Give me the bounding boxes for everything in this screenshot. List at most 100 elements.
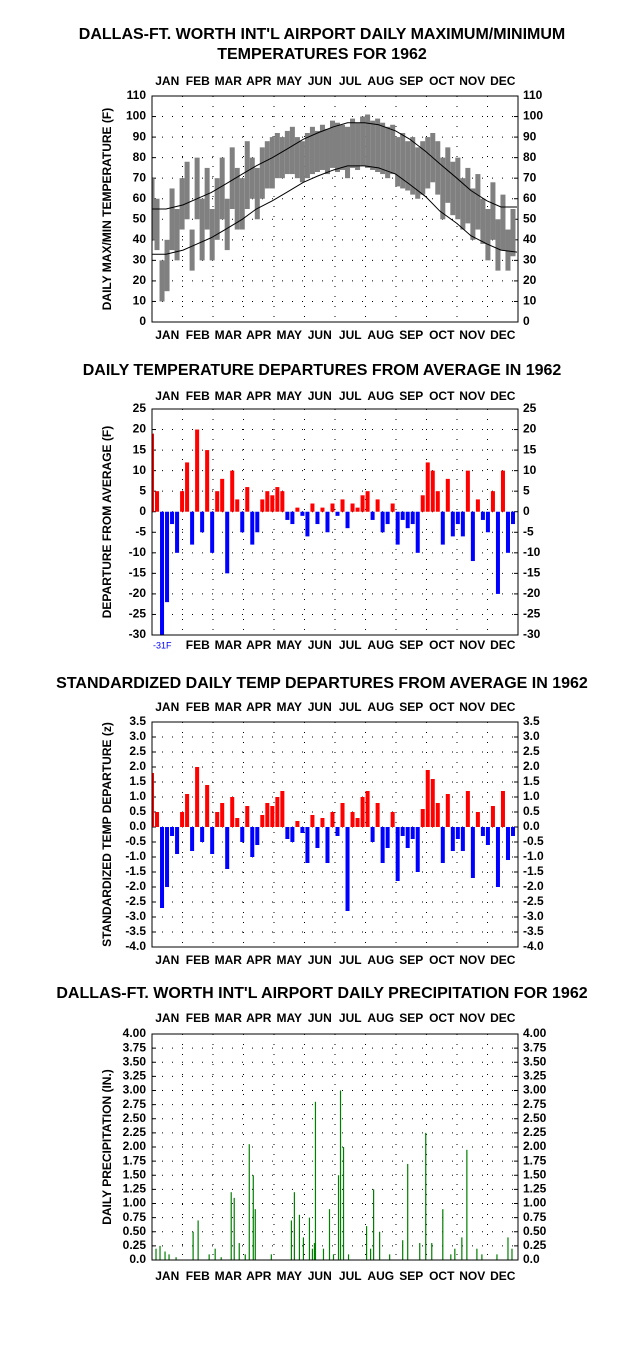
bar [311, 1248, 314, 1260]
y-tick-label: 1.50 [123, 1167, 147, 1181]
bar [335, 511, 340, 516]
bar [290, 827, 295, 842]
y-tick-label: 1.50 [523, 1167, 547, 1181]
month-label: JUL [339, 700, 362, 714]
bar [460, 511, 465, 537]
y-tick-label: 2.75 [523, 1097, 547, 1111]
daily-range [380, 122, 386, 175]
bar [445, 794, 450, 827]
plot-frame [151, 95, 519, 323]
month-label: JAN [155, 953, 179, 967]
bar [330, 503, 335, 512]
bar [430, 779, 435, 827]
daily-range [309, 126, 315, 175]
y-tick-label: 2.00 [123, 1139, 147, 1153]
y-tick-label: -5 [523, 524, 534, 538]
bar [315, 511, 320, 525]
month-label: MAY [276, 389, 302, 403]
y-tick-label: 5 [523, 483, 530, 497]
bar [440, 827, 445, 863]
bar [192, 1231, 194, 1260]
bar [466, 1149, 468, 1260]
bar [380, 827, 385, 863]
month-label: APR [246, 953, 272, 967]
bar [395, 827, 400, 881]
y-tick-label: 10 [523, 463, 537, 477]
bar [389, 1254, 391, 1260]
bar [485, 511, 490, 533]
month-label: JUN [308, 74, 332, 88]
bar [325, 827, 330, 863]
bar [170, 511, 175, 525]
month-label: AUG [367, 74, 394, 88]
month-label: OCT [429, 389, 455, 403]
bar [245, 806, 250, 827]
bar [175, 511, 180, 553]
daily-range [279, 137, 285, 179]
daily-range [179, 178, 185, 230]
y-tick-label: 1.75 [123, 1153, 147, 1167]
daily-range [490, 182, 496, 240]
month-label: AUG [367, 953, 394, 967]
month-label: MAR [215, 638, 243, 652]
annotation: -31F [153, 640, 172, 650]
y-tick-label: 50 [133, 211, 147, 225]
bar [500, 470, 505, 512]
month-label: JAN [155, 1269, 179, 1283]
bar [379, 1231, 381, 1260]
month-label: NOV [459, 1011, 485, 1025]
bar [495, 827, 500, 887]
bar [302, 1237, 305, 1260]
bar [450, 511, 455, 537]
bar [155, 491, 160, 512]
daily-range [204, 167, 210, 230]
y-tick-label: 1.5 [523, 774, 540, 788]
chart-title: DALLAS-FT. WORTH INT'L AIRPORT DAILY MAX… [79, 26, 565, 43]
bar [159, 1245, 161, 1260]
bar [495, 511, 500, 594]
bar [220, 478, 225, 512]
y-tick-label: 4.00 [523, 1026, 547, 1040]
bar [254, 1209, 256, 1260]
daily-range [410, 137, 416, 195]
daily-range [450, 161, 456, 216]
bar [290, 511, 295, 525]
y-tick-label: -30 [523, 627, 541, 641]
daily-range [445, 147, 451, 203]
bar [285, 827, 290, 839]
y-tick-label: -3.5 [523, 924, 544, 938]
bar [265, 491, 270, 512]
month-label: JAN [155, 389, 179, 403]
bar [320, 507, 325, 512]
daily-range [505, 229, 511, 271]
daily-range [470, 188, 476, 240]
y-tick-label: 1.5 [129, 774, 146, 788]
month-label: SEP [399, 700, 423, 714]
y-tick-label: 3.0 [523, 729, 540, 743]
y-tick-label: 3.0 [129, 729, 146, 743]
month-label: MAR [215, 700, 243, 714]
daily-range [395, 137, 401, 187]
month-label: AUG [367, 638, 394, 652]
y-tick-label: -0.5 [125, 834, 146, 848]
daily-range [184, 161, 190, 220]
bar [445, 478, 450, 512]
month-label: JUN [308, 953, 332, 967]
bar [385, 511, 390, 525]
y-tick-label: -5 [135, 524, 146, 538]
bar [410, 511, 415, 525]
y-tick-label: 90 [133, 129, 147, 143]
bar [505, 511, 510, 553]
month-label: MAY [276, 1011, 302, 1025]
bar [511, 1248, 513, 1260]
month-label: NOV [459, 638, 485, 652]
bar [230, 470, 235, 512]
month-label: AUG [367, 1269, 394, 1283]
y-tick-label: -4.0 [523, 939, 544, 953]
bar [407, 1163, 409, 1260]
bar [225, 827, 230, 869]
bar [325, 511, 330, 533]
month-label: JAN [155, 1011, 179, 1025]
bar [310, 503, 315, 512]
bar [190, 827, 195, 851]
